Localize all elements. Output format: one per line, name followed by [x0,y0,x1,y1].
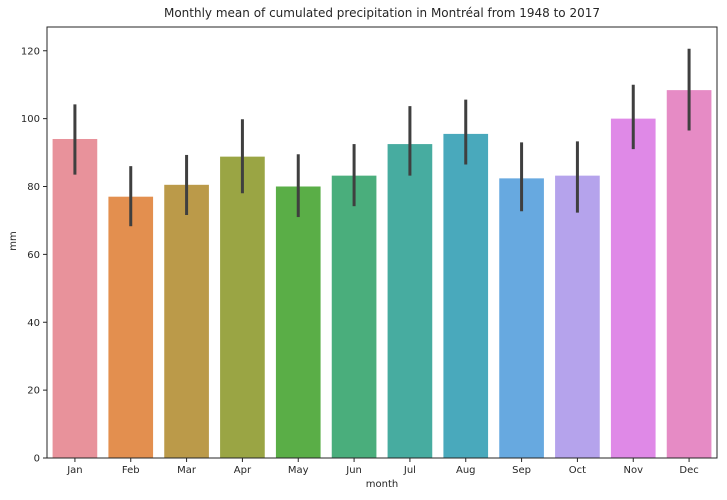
x-tick-label-may: May [288,465,309,476]
bar-feb [108,196,154,458]
x-tick-label-jul: Jul [403,465,416,476]
bar-dec [666,90,712,458]
y-tick-label-80: 80 [27,182,40,193]
x-tick-label-mar: Mar [177,465,197,476]
bar-jan [52,138,98,458]
x-tick-label-jun: Jun [345,465,362,476]
x-tick-label-nov: Nov [623,465,643,476]
y-tick-label-40: 40 [27,318,40,329]
y-axis-label: mm [8,231,19,250]
y-tick-label-100: 100 [21,114,40,125]
x-axis-label: month [366,479,398,490]
bar-aug [443,133,489,458]
y-axis: 0 20 40 60 80 100 120 [21,46,47,465]
plot-area [46,26,718,459]
x-tick-label-sep: Sep [512,465,531,476]
bar-nov [610,118,656,459]
x-axis: Jan Feb Mar Apr May Jun Jul Aug Sep Oct Nov Dec [66,458,699,476]
x-tick-label-jan: Jan [66,465,82,476]
y-tick-label-120: 120 [21,46,40,57]
plot-frame [46,26,718,459]
bar-sep [499,178,544,458]
y-tick-label-20: 20 [27,386,40,397]
bar-jun [331,175,377,458]
x-tick-label-feb: Feb [122,465,140,476]
bar-mar [164,184,209,459]
bar-oct [555,175,600,458]
bar-apr [220,156,265,458]
x-tick-label-aug: Aug [456,465,476,476]
x-tick-label-dec: Dec [679,465,698,476]
x-tick-label-apr: Apr [234,465,252,476]
bar-jul [387,144,433,458]
chart-title: Monthly mean of cumulated precipitation … [164,6,600,20]
x-tick-label-oct: Oct [569,465,586,476]
bar-may [275,186,321,458]
y-tick-label-60: 60 [27,250,40,261]
y-tick-label-0: 0 [34,454,40,465]
